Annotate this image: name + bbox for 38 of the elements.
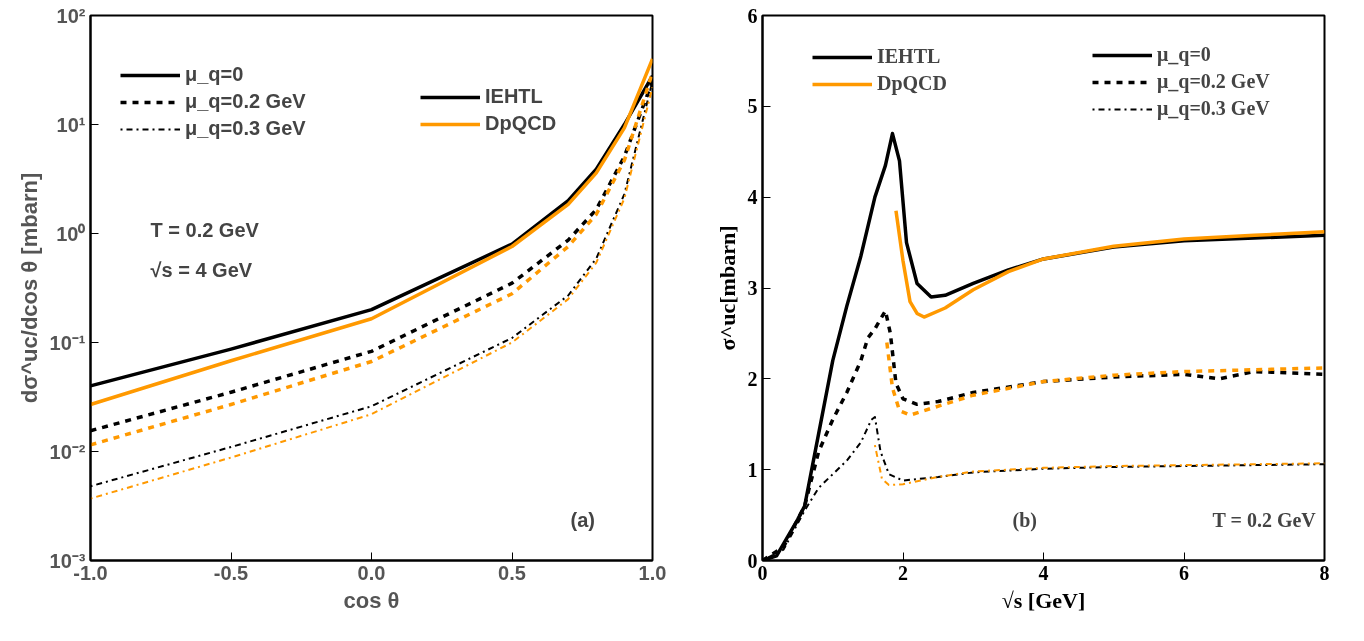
y-tick-label: 10⁰ bbox=[56, 222, 86, 245]
x-tick-label: 6 bbox=[1179, 561, 1189, 584]
x-tick-label: 4 bbox=[1038, 561, 1049, 584]
annotation: √s = 4 GeV bbox=[150, 258, 253, 281]
y-tick-label: 1 bbox=[747, 458, 758, 481]
y-tick-label: 5 bbox=[747, 95, 758, 118]
y-tick-label: 10⁻¹ bbox=[49, 331, 86, 354]
annotation: IEHTL bbox=[877, 45, 941, 68]
x-tick-label: 8 bbox=[1319, 561, 1330, 584]
y-axis-title: σ^uc[mbarn] bbox=[714, 225, 740, 351]
x-tick-label: 0.5 bbox=[498, 561, 526, 584]
x-axis-title: cos θ bbox=[343, 587, 400, 613]
y-tick-label: 3 bbox=[747, 277, 758, 299]
annotation: DpQCD bbox=[485, 112, 557, 135]
annotation: μ_q=0.2 GeV bbox=[185, 90, 306, 113]
y-tick-label: 6 bbox=[747, 4, 758, 27]
x-tick-label: -0.5 bbox=[213, 561, 249, 584]
annotation: T = 0.2 GeV bbox=[150, 218, 260, 241]
annotation: (b) bbox=[1012, 508, 1037, 532]
x-axis-title: √s [GeV] bbox=[1001, 587, 1086, 613]
annotation: μ_q=0 bbox=[1157, 43, 1211, 66]
annotation: μ_q=0 bbox=[185, 63, 244, 86]
annotation: T = 0.2 GeV bbox=[1212, 508, 1317, 531]
annotation: DpQCD bbox=[877, 72, 948, 95]
annotation: (a) bbox=[570, 508, 595, 531]
y-tick-label: 10² bbox=[56, 4, 86, 27]
annotation: IEHTL bbox=[485, 85, 543, 108]
annotation: μ_q=0.2 GeV bbox=[1157, 70, 1270, 93]
y-tick-label: 2 bbox=[747, 367, 758, 390]
y-axis-title: dσ^uc/dcos θ [mbarn] bbox=[16, 172, 42, 404]
x-tick-label: 1.0 bbox=[638, 561, 667, 584]
x-tick-label: 0.0 bbox=[357, 561, 386, 584]
x-tick-label: 2 bbox=[898, 561, 908, 584]
annotation: μ_q=0.3 GeV bbox=[185, 117, 306, 140]
y-tick-label: 4 bbox=[747, 186, 758, 209]
y-tick-label: 10⁻² bbox=[49, 440, 86, 463]
y-tick-label: 10¹ bbox=[56, 113, 86, 136]
annotation: μ_q=0.3 GeV bbox=[1157, 97, 1270, 120]
